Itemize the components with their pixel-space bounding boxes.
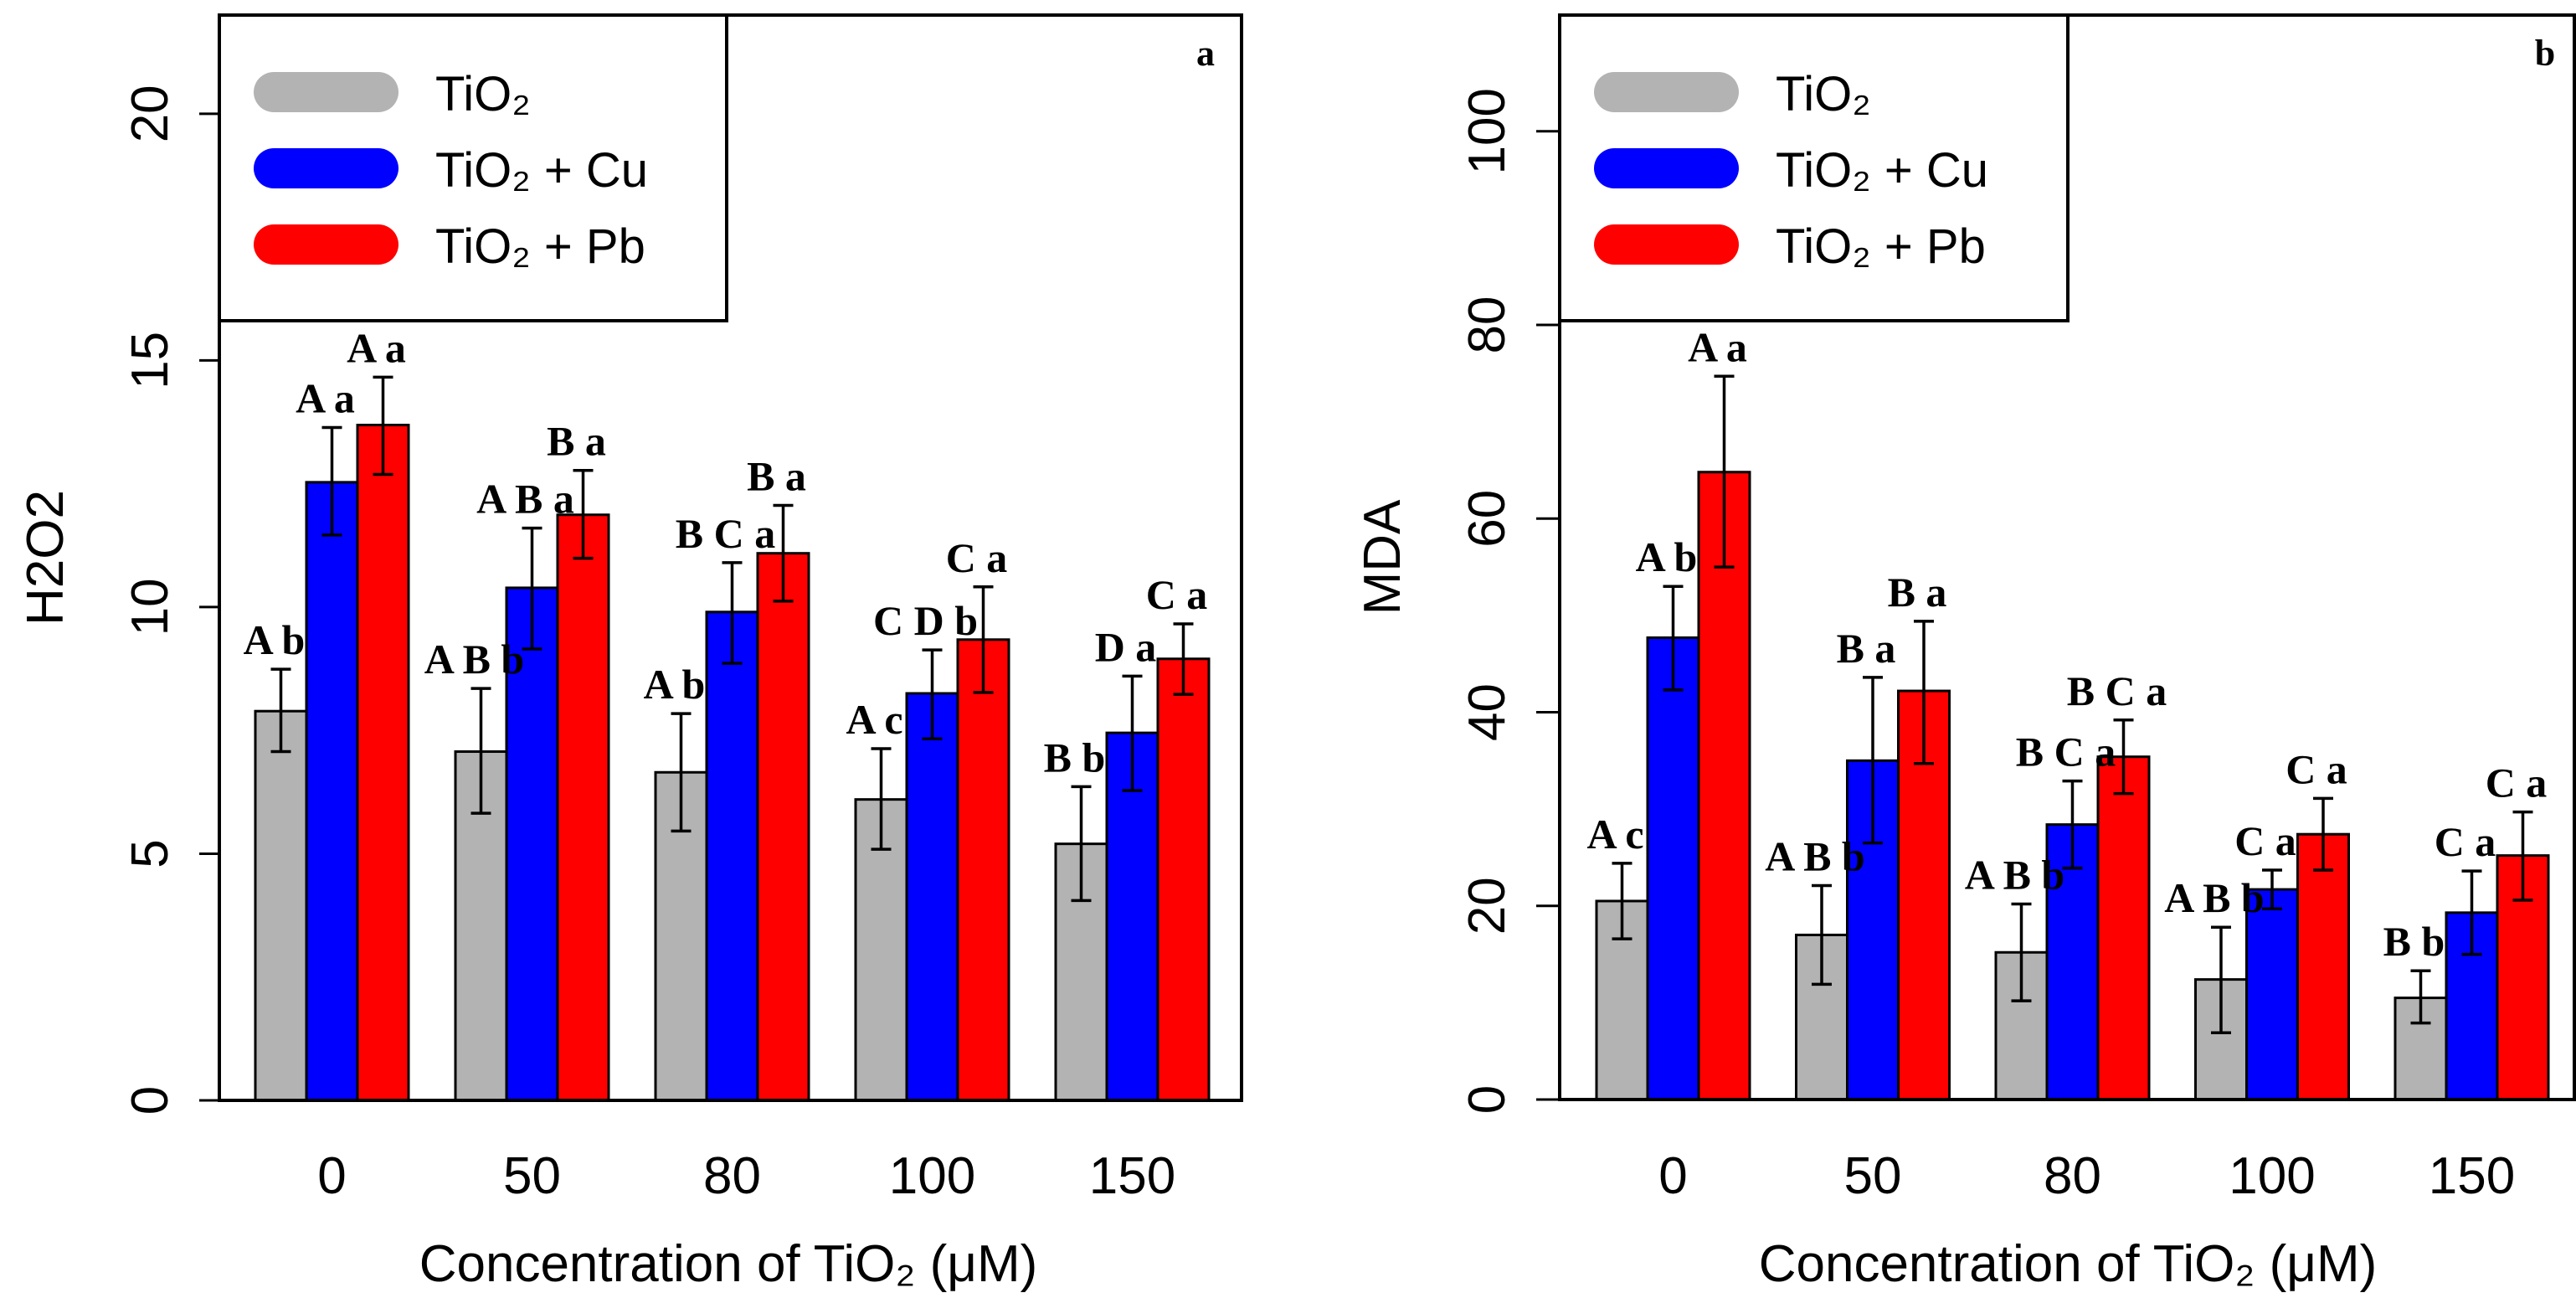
panel-b: A c A B b A B b A B b B b A b B a B C a C a C a A …: [1354, 13, 2576, 1293]
significance-label: B b: [1044, 734, 1106, 780]
bar: [1156, 657, 1211, 1102]
y-tick-label: 0: [1458, 1085, 1516, 1114]
bar: [254, 709, 308, 1102]
x-axis-label: Concentration of TiO₂ (μM): [419, 1235, 1038, 1293]
panel-label: a: [1196, 33, 1215, 74]
significance-label: C a: [2486, 760, 2548, 806]
bar: [2096, 755, 2151, 1101]
significance-label: A c: [1586, 811, 1643, 858]
legend-label: TiO₂ + Cu: [435, 143, 648, 198]
x-tick-label: 100: [889, 1147, 975, 1205]
significance-label: C a: [2435, 818, 2496, 865]
significance-label: A b: [644, 661, 706, 708]
y-axis-label: H2O2: [17, 490, 75, 626]
bar: [956, 638, 1010, 1102]
legend-label: TiO₂ + Cu: [1776, 143, 1988, 198]
y-tick-label: 60: [1458, 490, 1516, 548]
x-axis-label: Concentration of TiO₂ (μM): [1759, 1235, 2378, 1293]
y-axis-label: MDA: [1354, 499, 1411, 615]
significance-label: A b: [1636, 533, 1698, 580]
significance-label: A a: [1688, 323, 1747, 370]
legend-label: TiO₂: [435, 67, 531, 121]
significance-label: C a: [2234, 817, 2296, 864]
panel-label: b: [2535, 33, 2555, 74]
panel-a: A b A B b A b A c B b A a A B a B C a C D b D a A …: [17, 13, 1243, 1293]
y-tick-label: 20: [121, 85, 179, 142]
legend-label: TiO₂ + Pb: [1776, 219, 1986, 274]
bar: [556, 513, 610, 1102]
bar: [1646, 636, 1700, 1101]
bar: [2296, 832, 2350, 1101]
bar: [305, 481, 359, 1102]
x-tick-label: 150: [2429, 1147, 2515, 1205]
significance-label: D a: [1095, 623, 1157, 670]
significance-label: B C a: [2016, 729, 2116, 775]
significance-label: C a: [2285, 745, 2347, 792]
significance-label: B a: [547, 418, 606, 465]
bar: [1105, 731, 1159, 1102]
x-tick-label: 150: [1089, 1147, 1175, 1205]
bar: [705, 610, 759, 1102]
significance-label: B a: [1837, 625, 1896, 672]
bar: [356, 424, 410, 1102]
significance-label: A B b: [2164, 874, 2265, 921]
significance-label: B a: [1888, 569, 1947, 616]
y-tick-label: 10: [121, 578, 179, 636]
x-tick-label: 50: [1844, 1147, 1902, 1205]
significance-label: C a: [946, 534, 1008, 581]
significance-label: B b: [2383, 918, 2445, 965]
y-tick-label: 80: [1458, 296, 1516, 354]
legend-label: TiO₂: [1776, 67, 1871, 121]
y-tick-label: 5: [121, 839, 179, 868]
significance-label: B C a: [2067, 667, 2167, 714]
significance-label: A c: [846, 696, 902, 743]
significance-label: C a: [1146, 571, 1208, 618]
x-tick-label: 80: [703, 1147, 761, 1205]
legend-label: TiO₂ + Pb: [435, 219, 645, 274]
legend: TiO₂ TiO₂ + Cu TiO₂ + Pb: [1558, 13, 2070, 322]
significance-label: C D b: [873, 597, 978, 644]
significance-label: B a: [747, 453, 806, 500]
x-tick-label: 100: [2229, 1147, 2315, 1205]
significance-label: A B a: [476, 476, 574, 523]
x-tick-label: 50: [503, 1147, 561, 1205]
plot-frame: [218, 13, 1243, 1102]
x-tick-label: 0: [1658, 1147, 1687, 1205]
significance-label: A B b: [1965, 851, 2065, 898]
bar: [905, 692, 959, 1102]
bar: [756, 552, 810, 1102]
y-tick-label: 0: [121, 1086, 179, 1115]
y-tick-label: 40: [1458, 683, 1516, 741]
legend: TiO₂ TiO₂ + Cu TiO₂ + Pb: [218, 13, 728, 322]
significance-label: A b: [244, 616, 306, 663]
significance-label: A a: [347, 324, 406, 371]
significance-label: B C a: [676, 510, 775, 557]
x-tick-label: 0: [317, 1147, 346, 1205]
significance-label: A a: [296, 374, 355, 421]
y-tick-label: 100: [1458, 88, 1516, 174]
significance-label: A B b: [424, 636, 525, 682]
x-tick-label: 80: [2044, 1147, 2101, 1205]
significance-label: A B b: [1765, 832, 1865, 879]
y-tick-label: 15: [121, 332, 179, 389]
y-tick-label: 20: [1458, 877, 1516, 935]
bar: [1697, 471, 1751, 1101]
